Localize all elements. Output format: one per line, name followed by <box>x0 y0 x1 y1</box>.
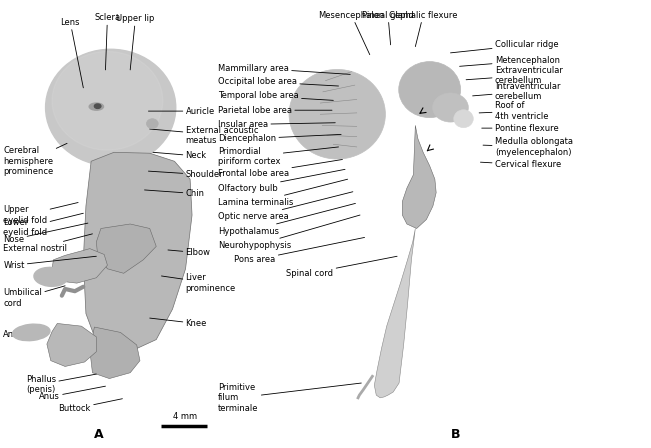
Text: Frontal lobe area: Frontal lobe area <box>218 159 342 178</box>
Text: Upper lip: Upper lip <box>117 14 154 70</box>
Polygon shape <box>52 249 107 283</box>
Text: Umbilical
cord: Umbilical cord <box>3 286 65 308</box>
Text: Auricle: Auricle <box>148 107 215 116</box>
Text: Cervical flexure: Cervical flexure <box>480 160 561 169</box>
Text: Lower
eyelid fold: Lower eyelid fold <box>3 213 83 237</box>
Text: Lens: Lens <box>61 18 83 88</box>
Text: Pontine flexure: Pontine flexure <box>482 124 559 133</box>
Ellipse shape <box>398 61 461 117</box>
Ellipse shape <box>432 93 468 122</box>
Text: Olfactory bulb: Olfactory bulb <box>218 169 345 193</box>
Polygon shape <box>374 228 415 398</box>
Text: Hypothalamus: Hypothalamus <box>218 203 355 236</box>
Text: Diencephalon: Diencephalon <box>218 134 341 143</box>
Text: A: A <box>94 428 104 441</box>
Text: Neurohypophysis: Neurohypophysis <box>218 215 360 250</box>
Text: Extraventricular
cerebellum: Extraventricular cerebellum <box>466 65 562 85</box>
Polygon shape <box>96 224 156 273</box>
Text: Pons area: Pons area <box>234 237 365 264</box>
Text: Parietal lobe area: Parietal lobe area <box>218 106 332 115</box>
Polygon shape <box>47 323 96 366</box>
Ellipse shape <box>12 324 50 340</box>
Text: Temporal lobe area: Temporal lobe area <box>218 91 333 100</box>
Text: 4 mm: 4 mm <box>173 412 198 421</box>
Text: Ankle: Ankle <box>3 328 46 339</box>
Text: Neck: Neck <box>153 151 206 160</box>
Text: Collicular ridge: Collicular ridge <box>450 40 559 53</box>
Text: Upper
eyelid fold: Upper eyelid fold <box>3 202 78 225</box>
Text: External acoustic
meatus: External acoustic meatus <box>150 125 258 145</box>
Ellipse shape <box>454 110 473 128</box>
Polygon shape <box>90 327 140 379</box>
Polygon shape <box>402 125 436 228</box>
Text: Roof of
4th ventricle: Roof of 4th ventricle <box>479 101 548 121</box>
Ellipse shape <box>89 103 104 110</box>
Text: Primordial
piriform cortex: Primordial piriform cortex <box>218 147 339 167</box>
Ellipse shape <box>94 104 101 108</box>
Text: Pineal gland: Pineal gland <box>362 11 414 45</box>
Text: Insular area: Insular area <box>218 120 335 129</box>
Text: Liver
prominence: Liver prominence <box>161 273 236 293</box>
Ellipse shape <box>289 69 385 159</box>
Text: Nose: Nose <box>3 223 88 244</box>
Text: Metencephalon: Metencephalon <box>460 56 560 66</box>
Text: Shoulder: Shoulder <box>148 170 223 179</box>
Text: Occipital lobe area: Occipital lobe area <box>218 77 339 86</box>
Ellipse shape <box>146 119 158 129</box>
Text: Chin: Chin <box>145 189 204 198</box>
Text: Optic nerve area: Optic nerve area <box>218 192 353 221</box>
Ellipse shape <box>34 267 68 286</box>
Text: Anus: Anus <box>39 386 105 401</box>
Text: Medulla oblongata
(myelencephalon): Medulla oblongata (myelencephalon) <box>483 137 573 157</box>
Text: Buttock: Buttock <box>59 399 122 413</box>
Text: Wrist: Wrist <box>3 256 96 270</box>
Ellipse shape <box>52 52 163 150</box>
Text: Phallus
(penis): Phallus (penis) <box>26 374 96 394</box>
Text: Intraventricular
cerebellum: Intraventricular cerebellum <box>473 82 561 101</box>
Text: B: B <box>451 428 460 441</box>
Text: Cephalic flexure: Cephalic flexure <box>389 11 458 47</box>
Polygon shape <box>83 152 192 350</box>
Text: Primitive
filum
terminale: Primitive filum terminale <box>218 383 361 413</box>
Text: Elbow: Elbow <box>168 248 210 257</box>
Text: Mesencephalon: Mesencephalon <box>318 11 385 55</box>
Ellipse shape <box>46 49 176 166</box>
Text: Knee: Knee <box>150 318 207 328</box>
Text: Spinal cord: Spinal cord <box>286 256 397 278</box>
Text: Sclera: Sclera <box>94 13 120 70</box>
Text: Cerebral
hemisphere
prominence: Cerebral hemisphere prominence <box>3 143 67 176</box>
Text: Lamina terminalis: Lamina terminalis <box>218 179 348 207</box>
Text: Mammillary area: Mammillary area <box>218 64 350 74</box>
Text: External nostril: External nostril <box>3 234 92 253</box>
